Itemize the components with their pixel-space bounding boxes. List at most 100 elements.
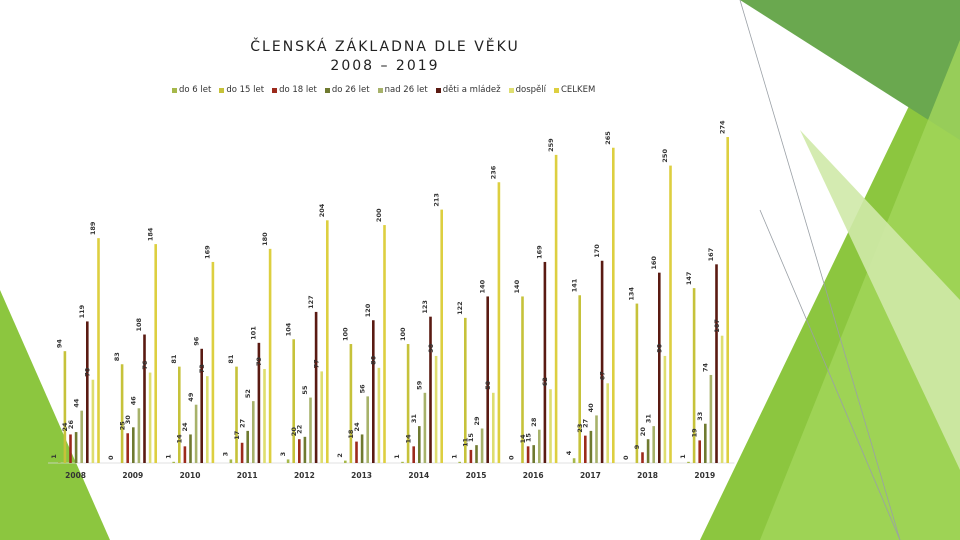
bar (263, 369, 266, 463)
data-label: 31 (644, 414, 652, 424)
data-label: 9 (633, 444, 641, 449)
data-label: 274 (718, 120, 726, 134)
data-label: 24 (181, 422, 189, 432)
data-label: 94 (56, 339, 64, 349)
data-label: 134 (628, 287, 636, 301)
bar (326, 220, 329, 463)
data-label: 67 (598, 371, 606, 380)
bar (372, 320, 375, 463)
x-tick-label: 2018 (637, 471, 658, 480)
data-label: 213 (432, 193, 440, 207)
data-label: 0 (622, 455, 630, 460)
deco-triangle-dark (740, 0, 960, 140)
bar (206, 376, 209, 463)
x-tick-label: 2019 (694, 471, 715, 480)
bar (584, 435, 587, 463)
data-label: 22 (296, 425, 304, 434)
bar (418, 426, 421, 463)
bar (360, 434, 364, 463)
legend-item: do 6 let (172, 85, 211, 95)
x-tick-label: 2012 (294, 471, 315, 480)
data-label: 74 (702, 362, 710, 372)
x-tick-label: 2008 (65, 471, 86, 480)
chart-legend: do 6 let do 15 let do 18 let do 26 let nad 2… (172, 85, 595, 95)
bar (154, 244, 157, 463)
bar (658, 272, 661, 463)
deco-line-1 (739, 0, 901, 540)
bar (578, 295, 581, 463)
deco-triangle-left (0, 290, 110, 540)
bar (309, 397, 312, 463)
bar (344, 460, 347, 463)
legend-item: do 26 let (324, 85, 370, 95)
data-label: 100 (342, 327, 350, 341)
data-label: 11 (462, 437, 470, 447)
data-label: 184 (146, 227, 154, 241)
bar (91, 379, 95, 463)
data-label: 2 (336, 453, 344, 458)
legend-swatch (435, 87, 441, 93)
data-label: 79 (255, 356, 263, 366)
data-label: 108 (135, 317, 143, 331)
data-label: 59 (484, 380, 492, 390)
data-label: 147 (685, 272, 693, 286)
data-label: 14 (404, 434, 412, 444)
data-label: 29 (473, 416, 481, 426)
data-label: 1 (393, 454, 401, 459)
data-label: 30 (124, 415, 132, 425)
data-label: 18 (347, 429, 355, 439)
legend-label: do 6 let (179, 85, 212, 95)
data-label: 200 (375, 208, 383, 222)
bar (148, 372, 152, 463)
data-label: 24 (353, 422, 361, 432)
data-label: 1 (450, 454, 458, 459)
bar (349, 344, 353, 463)
legend-item: do 15 let (219, 85, 264, 95)
data-label: 80 (370, 355, 378, 365)
data-label: 119 (78, 304, 86, 318)
legend-item: do 18 let (272, 85, 317, 95)
bar (475, 445, 478, 463)
data-label: 52 (244, 389, 252, 398)
data-label: 14 (519, 434, 527, 444)
bar (641, 452, 644, 463)
data-label: 81 (170, 354, 178, 364)
bar (646, 439, 650, 463)
data-label: 250 (661, 149, 669, 163)
data-label: 160 (650, 256, 658, 270)
deco-triangle-light (760, 40, 960, 540)
bar (189, 434, 192, 463)
data-label: 59 (416, 380, 424, 390)
bar (292, 339, 295, 463)
data-label: 46 (130, 396, 138, 406)
x-tick-label: 2017 (580, 471, 601, 480)
data-label: 49 (187, 392, 195, 402)
legend-label: CELKEM (560, 85, 596, 95)
legend-swatch (324, 87, 330, 93)
data-label: 141 (570, 278, 578, 292)
bar (669, 165, 672, 463)
bar (366, 396, 369, 463)
data-label: 81 (227, 354, 235, 364)
x-tick-label: 2014 (408, 471, 429, 480)
deco-triangle-pale (800, 130, 960, 470)
bar (715, 264, 718, 463)
bar (429, 316, 432, 463)
bar (80, 410, 83, 463)
data-label: 23 (576, 424, 584, 433)
bar (211, 261, 215, 463)
bar (543, 261, 547, 463)
data-label: 140 (513, 279, 521, 293)
data-label: 15 (524, 433, 532, 443)
legend-swatch (172, 87, 177, 93)
bar (600, 260, 604, 463)
bar (492, 392, 495, 463)
x-tick-label: 2009 (122, 471, 143, 480)
legend-swatch (219, 87, 225, 93)
bar (652, 426, 655, 463)
bar (298, 439, 301, 463)
data-label: 169 (536, 245, 544, 259)
data-label: 122 (456, 301, 464, 315)
x-tick-label: 2016 (523, 471, 544, 480)
